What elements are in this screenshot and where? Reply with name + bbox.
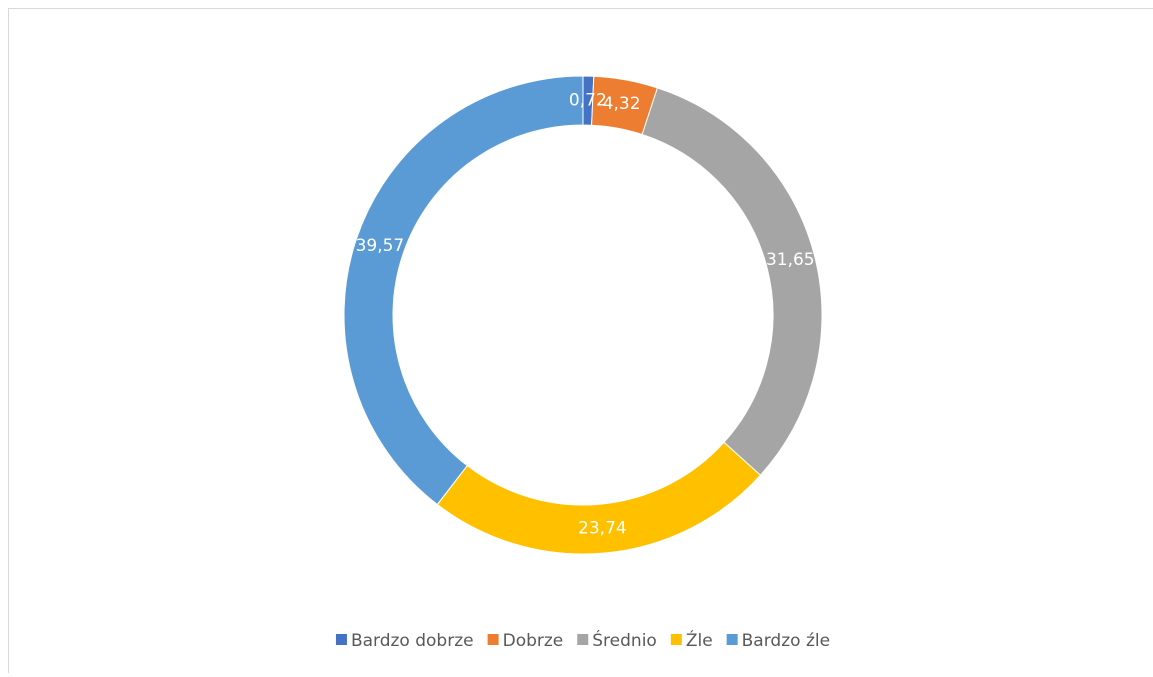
legend-swatch (488, 634, 499, 645)
data-label: 31,65 (766, 250, 815, 270)
legend-swatch (727, 634, 738, 645)
legend-label: Bardzo źle (742, 631, 830, 651)
legend-swatch (671, 634, 682, 645)
legend-swatch (336, 634, 347, 645)
legend-swatch (577, 634, 588, 645)
donut-segment (344, 76, 583, 504)
legend-label: Bardzo dobrze (351, 631, 474, 651)
data-label: 4,32 (603, 94, 641, 114)
data-label: 39,57 (356, 236, 405, 256)
legend-label: Średnio (592, 629, 657, 651)
legend-label: Dobrze (503, 631, 564, 651)
legend: Bardzo dobrze Dobrze Średnio Źle Bardzo źle (336, 629, 830, 651)
data-label: 0,72 (569, 91, 607, 111)
donut-segment (642, 88, 822, 475)
data-label: 23,74 (578, 519, 627, 539)
legend-label: Źle (686, 629, 713, 651)
